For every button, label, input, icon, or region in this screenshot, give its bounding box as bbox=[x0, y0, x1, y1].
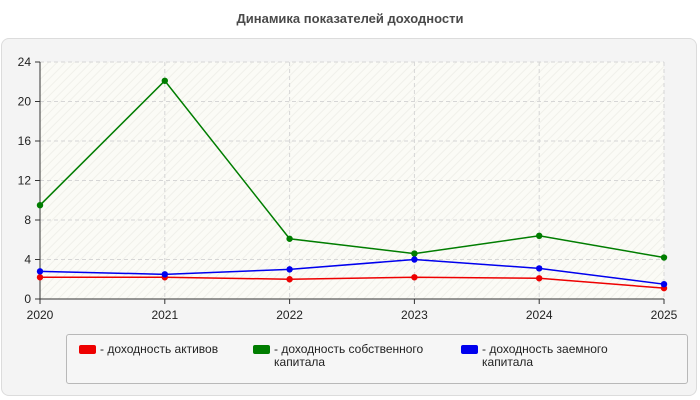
x-tick-label: 2020 bbox=[27, 308, 54, 322]
data-point bbox=[536, 232, 543, 239]
y-tick-label: 20 bbox=[18, 95, 32, 109]
series-line-1 bbox=[39, 79, 665, 259]
data-point bbox=[36, 274, 44, 281]
legend-item-debt: - доходность заемного капитала bbox=[461, 343, 652, 369]
data-point bbox=[286, 235, 293, 242]
chart-title: Динамика показателей доходности bbox=[236, 11, 464, 26]
x-tick-label: 2022 bbox=[276, 308, 303, 322]
y-tick-label: 24 bbox=[18, 55, 32, 69]
y-tick-label: 0 bbox=[24, 292, 31, 306]
x-tick-label: 2021 bbox=[151, 308, 178, 322]
data-point bbox=[161, 77, 168, 84]
data-point bbox=[411, 274, 418, 281]
series-line-0 bbox=[40, 276, 665, 289]
legend-label-debt: - доходность заемного капитала bbox=[482, 342, 608, 369]
data-point bbox=[36, 201, 44, 209]
data-point bbox=[536, 265, 543, 272]
x-tick-label: 2024 bbox=[526, 308, 553, 322]
legend-label-equity: - доходность собственного капитала bbox=[274, 342, 424, 369]
data-point bbox=[286, 266, 293, 273]
data-point bbox=[411, 256, 418, 263]
data-point bbox=[161, 271, 168, 278]
legend-item-assets: - доходность активов bbox=[79, 343, 250, 356]
legend-item-equity: - доходность собственного капитала bbox=[253, 343, 459, 369]
legend-label-assets: - доходность активов bbox=[100, 342, 219, 356]
data-point bbox=[411, 250, 418, 257]
legend-swatch-assets bbox=[79, 345, 96, 354]
x-tick-label: 2023 bbox=[401, 308, 428, 322]
data-point bbox=[536, 275, 543, 282]
y-tick-label: 16 bbox=[18, 134, 32, 148]
y-tick-label: 4 bbox=[24, 253, 31, 267]
x-tick-label: 2025 bbox=[651, 308, 678, 322]
legend-swatch-equity bbox=[253, 345, 270, 354]
chart-legend: - доходность активов - доходность собств… bbox=[66, 334, 688, 384]
data-point bbox=[36, 268, 44, 275]
y-tick-label: 12 bbox=[18, 174, 32, 188]
legend-swatch-debt bbox=[461, 345, 478, 354]
series-line-2 bbox=[39, 258, 665, 285]
data-point bbox=[286, 276, 293, 283]
y-tick-label: 8 bbox=[24, 213, 31, 227]
data-point bbox=[660, 254, 668, 261]
data-point bbox=[660, 280, 668, 288]
